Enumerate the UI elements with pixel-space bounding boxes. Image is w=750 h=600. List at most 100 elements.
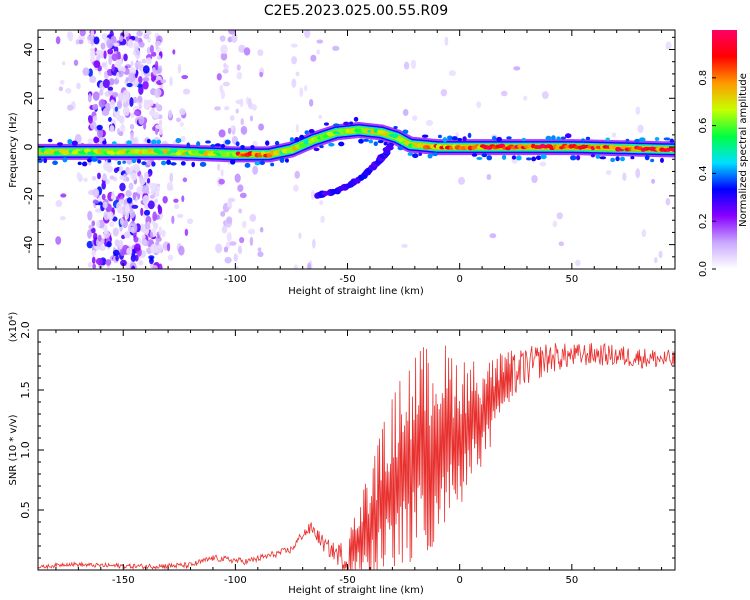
colorbar-ticks: 0.0 0.2 0.4 0.6 0.8 (698, 70, 716, 277)
noise-blob (240, 118, 244, 126)
ridge-rim-blob (175, 138, 182, 144)
x-tick-label: -150 (112, 274, 135, 285)
y-tick-label: -20 (22, 187, 35, 205)
noise-blob (107, 86, 114, 91)
noise-blob (87, 138, 94, 144)
noise-blob (141, 234, 146, 239)
noise-blob (101, 181, 106, 190)
ridge-rim-blob (146, 138, 151, 144)
y-tick-label: 20 (22, 91, 35, 105)
colorbar-tick-label: 0.6 (698, 118, 709, 134)
ridge-rim-blob (191, 161, 196, 168)
noise-blob (215, 243, 223, 254)
noise-blob (143, 33, 150, 40)
ridge-rim-blob (585, 136, 591, 140)
noise-blob (92, 199, 100, 204)
ridge-rim-blob (126, 140, 132, 146)
noise-blob (140, 249, 147, 258)
noise-blob (136, 30, 143, 37)
ridge-rim-blob (595, 154, 601, 159)
noise-blob (293, 184, 299, 192)
ridge-rim-blob (102, 140, 107, 145)
noise-blob (635, 106, 641, 115)
ridge-rim-blob (402, 129, 409, 134)
noise-blob (214, 106, 221, 111)
snr-axes-frame (38, 330, 675, 570)
noise-blob (138, 76, 143, 84)
noise-blob (182, 88, 191, 95)
ridge-rim-blob (224, 139, 231, 145)
noise-blob (234, 173, 241, 183)
noise-blob (102, 175, 108, 181)
noise-blob (224, 256, 232, 264)
noise-blob (114, 106, 119, 112)
ridge-rim-blob (471, 153, 478, 157)
ridge-core-blob (671, 148, 675, 153)
noise-blob (107, 211, 114, 221)
ridge-rim-blob (141, 161, 147, 166)
ridge-rim-blob (496, 136, 503, 142)
ridge-rim-blob (81, 161, 88, 167)
ridge-rim-blob (235, 141, 240, 147)
noise-blob (220, 52, 228, 61)
noise-blob (168, 109, 173, 119)
ridge-rim-blob (196, 141, 201, 147)
noise-blob (227, 197, 236, 203)
noise-blob (149, 231, 154, 239)
noise-blob (309, 98, 314, 107)
noise-blob (65, 88, 72, 94)
noise-blob (248, 228, 256, 235)
noise-blob (155, 102, 159, 110)
ridge-rim-blob (486, 155, 493, 161)
ridge-rim-blob (52, 160, 58, 165)
ridge-rim-blob (43, 157, 48, 164)
noise-blob (403, 61, 410, 70)
ridge-rim-blob (669, 138, 675, 143)
noise-blob (151, 161, 156, 167)
noise-blob (222, 81, 230, 87)
noise-blob (124, 203, 130, 214)
noise-blob (101, 109, 110, 116)
snr-x-label: Height of straight line (km) (288, 585, 424, 596)
noise-blob (238, 44, 246, 53)
snr-y-label: SNR (10 * v/v) (8, 414, 19, 485)
noise-blob (130, 254, 137, 262)
noise-blob (410, 59, 417, 70)
noise-blob (223, 106, 230, 111)
ridge-rim-blob (362, 138, 370, 142)
ridge-rim-blob (576, 155, 581, 161)
noise-blob (105, 178, 110, 185)
noise-blob (166, 242, 171, 252)
noise-blob (114, 239, 120, 247)
ridge-rim-blob (442, 137, 448, 143)
noise-blob (144, 222, 151, 230)
ridge-rim-blob (610, 157, 616, 163)
noise-blob (134, 61, 140, 69)
noise-blob (237, 184, 244, 192)
noise-blob (635, 168, 641, 179)
ridge-rim-blob (180, 161, 186, 166)
noise-blob (154, 127, 159, 136)
noise-blob (152, 69, 157, 75)
noise-blob (112, 227, 119, 237)
noise-blob (143, 209, 151, 216)
noise-blob (216, 73, 222, 81)
snr-series-line (38, 343, 675, 570)
noise-blob (58, 86, 63, 92)
ridge-rim-blob (313, 147, 320, 152)
ridge-rim-blob (492, 135, 497, 141)
noise-blob (131, 204, 139, 209)
ridge-core-blob (307, 140, 313, 144)
spectrogram-ridge-core (38, 116, 675, 168)
noise-blob (95, 49, 103, 55)
noise-blob (88, 224, 93, 230)
noise-blob (117, 92, 125, 102)
ridge-rim-blob (156, 139, 162, 145)
noise-blob (127, 227, 135, 233)
noise-blob (320, 215, 325, 224)
noise-blob (73, 59, 79, 66)
ridge-rim-blob (432, 152, 438, 157)
noise-blob (310, 189, 315, 200)
noise-blob (448, 70, 457, 77)
ridge-rim-blob (254, 161, 261, 166)
